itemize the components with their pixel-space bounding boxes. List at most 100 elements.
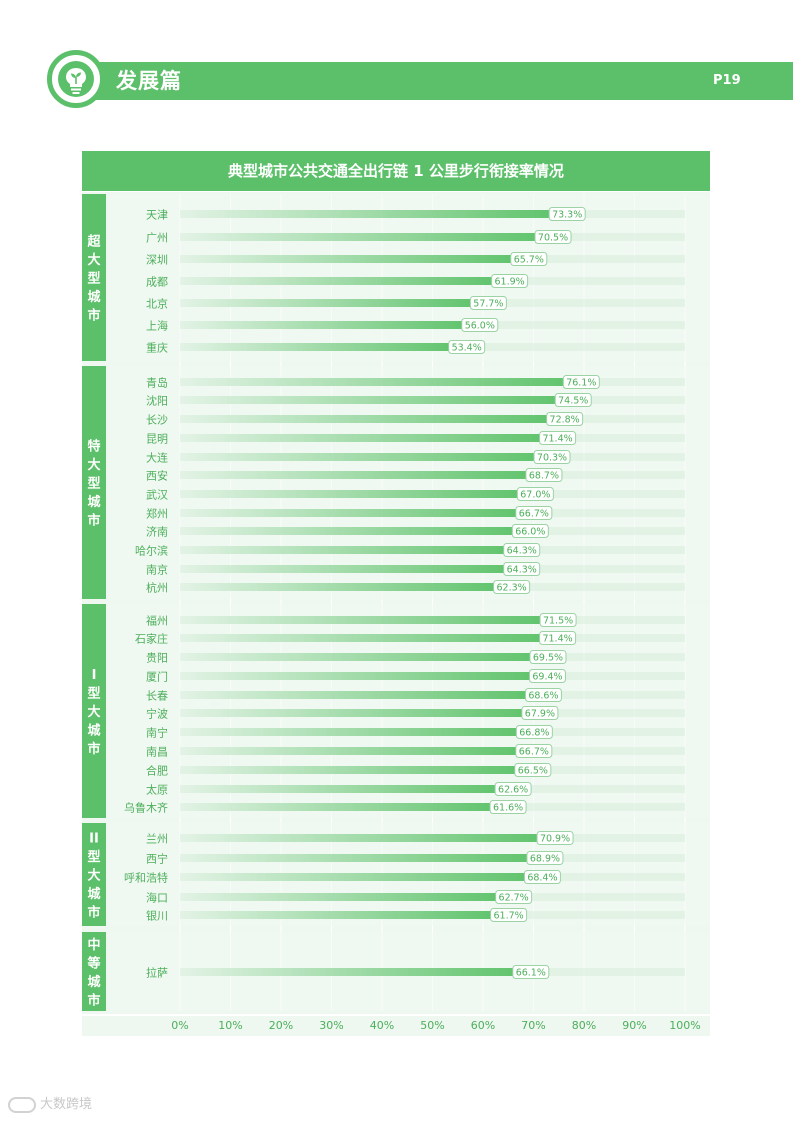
x-tick-label: 70%	[521, 1019, 546, 1032]
value-label-box	[503, 543, 541, 557]
city-label: 厦门	[146, 670, 168, 684]
city-label: 太原	[146, 784, 168, 797]
group-label-char: 型	[87, 476, 100, 492]
value-label: 66.7%	[519, 747, 549, 758]
value-label-box	[489, 800, 527, 814]
value-label: 72.8%	[550, 415, 580, 426]
city-label: 宁波	[146, 707, 168, 721]
value-label-box	[539, 431, 577, 445]
bar	[180, 691, 527, 699]
group-label-bar	[82, 604, 106, 818]
value-label: 66.7%	[519, 509, 549, 520]
chart-title: 典型城市公共交通全出行链 1 公里步行衔接率情况	[228, 162, 564, 180]
bar	[180, 873, 526, 881]
city-label: 大连	[146, 451, 168, 465]
value-label: 71.5%	[543, 616, 573, 627]
value-label: 68.7%	[529, 471, 559, 482]
value-label-box	[491, 274, 529, 288]
group-label-char: 等	[86, 955, 100, 971]
value-label-box	[528, 669, 566, 683]
value-label: 66.1%	[516, 968, 546, 979]
city-label: 南昌	[146, 746, 168, 759]
value-label-box	[524, 688, 562, 702]
watermark-text: 大数跨境	[40, 1097, 93, 1112]
group-label-char: 城	[87, 289, 100, 305]
value-label: 61.6%	[493, 803, 523, 814]
bar	[180, 634, 541, 642]
value-label-box	[536, 831, 574, 845]
city-label: 乌鲁木齐	[124, 801, 168, 815]
value-label-box	[534, 230, 572, 244]
group-label-bar	[82, 194, 106, 361]
page-number: P19	[713, 73, 741, 88]
bar	[180, 453, 536, 461]
value-label-box	[461, 318, 499, 332]
bar	[180, 854, 528, 862]
bar	[180, 747, 517, 755]
group-label-char: II	[89, 832, 99, 847]
value-label-box	[554, 393, 592, 407]
group-label-char: 城	[87, 723, 100, 739]
value-label-box	[525, 468, 563, 482]
value-label-box	[515, 725, 553, 739]
value-label: 66.0%	[515, 527, 545, 538]
group-label-char: 中	[87, 937, 100, 953]
value-label: 66.5%	[518, 766, 548, 777]
group-label-char: 型	[87, 686, 100, 702]
value-label: 62.3%	[497, 583, 527, 594]
bar	[180, 834, 539, 842]
city-label: 兰州	[146, 833, 168, 846]
group-label-char: 超	[87, 234, 101, 250]
value-label-box	[495, 890, 533, 904]
group-label-char: 市	[87, 905, 100, 921]
section-title: 发展篇	[116, 69, 182, 93]
bar	[180, 968, 514, 976]
bar	[180, 653, 531, 661]
value-label-box	[546, 412, 584, 426]
city-label: 杭州	[146, 581, 168, 595]
value-label: 74.5%	[558, 396, 588, 407]
value-label-box	[490, 908, 528, 922]
value-label: 69.4%	[532, 672, 562, 683]
city-label: 成都	[146, 276, 168, 289]
value-label: 67.0%	[520, 490, 550, 501]
bar	[180, 343, 450, 351]
value-label-box	[515, 506, 553, 520]
city-label: 郑州	[146, 507, 168, 521]
group-label-bar	[82, 366, 106, 599]
value-label: 71.4%	[542, 434, 572, 445]
group-label-bar	[82, 932, 106, 1011]
city-label: 上海	[146, 319, 168, 333]
value-label-box	[521, 706, 559, 720]
value-label: 68.4%	[527, 873, 557, 884]
group-label-char: I	[92, 668, 97, 683]
bar	[180, 616, 542, 624]
bar	[180, 255, 512, 263]
city-label: 贵阳	[146, 652, 168, 665]
bar	[180, 709, 523, 717]
bar	[180, 583, 495, 591]
city-label: 广州	[146, 232, 168, 245]
value-label: 73.3%	[552, 210, 582, 221]
group-label-char: 大	[87, 868, 100, 884]
city-label: 深圳	[146, 254, 168, 267]
header-band	[76, 62, 793, 100]
x-axis	[82, 1016, 710, 1036]
value-label-box	[448, 340, 486, 354]
value-label-box	[503, 562, 541, 576]
city-label: 长沙	[146, 414, 168, 427]
x-tick-label: 10%	[218, 1019, 243, 1032]
value-label-box	[529, 650, 567, 664]
watermark-logo-icon	[8, 1097, 36, 1113]
city-label: 福州	[146, 614, 168, 628]
group-label-char: 型	[87, 271, 100, 287]
bar	[180, 527, 514, 535]
x-tick-label: 50%	[420, 1019, 445, 1032]
value-label: 69.5%	[533, 653, 563, 664]
value-label: 70.9%	[540, 834, 570, 845]
bar	[180, 509, 517, 517]
chart-title-bar	[82, 151, 710, 191]
value-label-box	[526, 851, 564, 865]
bar	[180, 299, 472, 307]
